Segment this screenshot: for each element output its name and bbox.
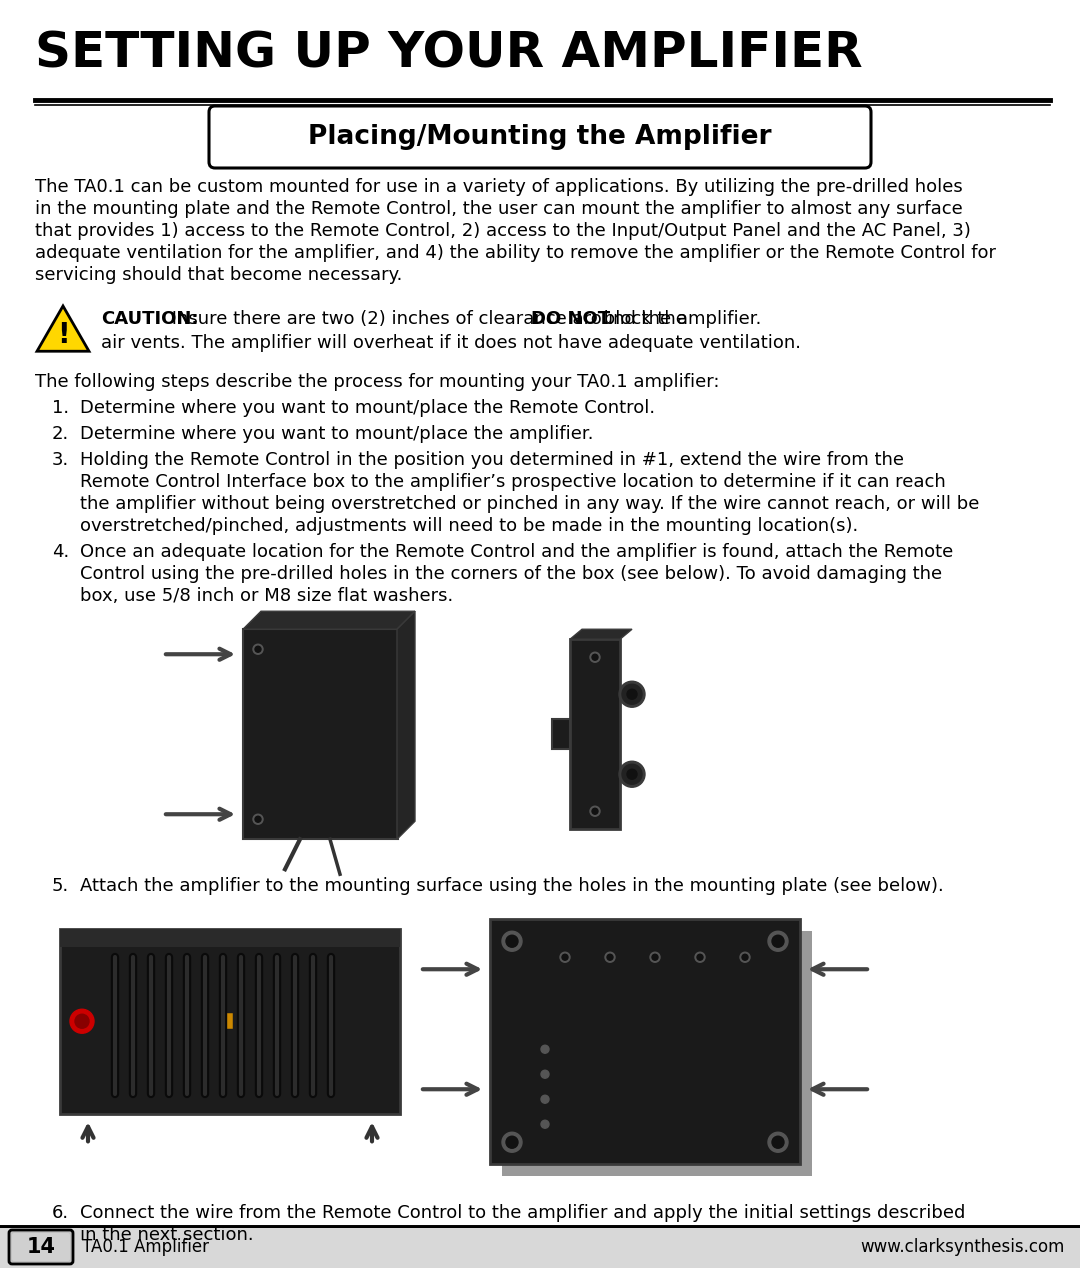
Text: adequate ventilation for the amplifier, and 4) the ability to remove the amplifi: adequate ventilation for the amplifier, …: [35, 243, 996, 262]
Circle shape: [696, 952, 705, 962]
Circle shape: [772, 1136, 784, 1149]
Text: Insure there are two (2) inches of clearance around the amplifier.: Insure there are two (2) inches of clear…: [166, 309, 767, 328]
Circle shape: [607, 955, 613, 960]
Circle shape: [502, 931, 522, 951]
Text: box, use 5/8 inch or M8 size flat washers.: box, use 5/8 inch or M8 size flat washer…: [80, 587, 454, 605]
Text: Control using the pre-drilled holes in the corners of the box (see below). To av: Control using the pre-drilled holes in t…: [80, 566, 942, 583]
Text: overstretched/pinched, adjustments will need to be made in the mounting location: overstretched/pinched, adjustments will …: [80, 517, 859, 535]
Text: servicing should that become necessary.: servicing should that become necessary.: [35, 266, 403, 284]
FancyBboxPatch shape: [210, 107, 870, 167]
Circle shape: [742, 955, 748, 960]
Circle shape: [652, 955, 658, 960]
Text: 1.: 1.: [52, 399, 69, 417]
FancyBboxPatch shape: [60, 929, 400, 1115]
FancyBboxPatch shape: [9, 1230, 73, 1264]
Circle shape: [772, 936, 784, 947]
Circle shape: [592, 654, 598, 661]
Text: The following steps describe the process for mounting your TA0.1 amplifier:: The following steps describe the process…: [35, 373, 719, 392]
Circle shape: [740, 952, 750, 962]
FancyBboxPatch shape: [243, 629, 399, 839]
Circle shape: [627, 690, 637, 699]
Circle shape: [622, 685, 642, 704]
FancyBboxPatch shape: [0, 1227, 1080, 1268]
Text: SETTING UP YOUR AMPLIFIER: SETTING UP YOUR AMPLIFIER: [35, 30, 863, 79]
Circle shape: [619, 681, 645, 708]
Circle shape: [253, 644, 264, 654]
Text: DO NOT: DO NOT: [531, 309, 610, 328]
Text: 6.: 6.: [52, 1205, 69, 1222]
Text: in the mounting plate and the Remote Control, the user can mount the amplifier t: in the mounting plate and the Remote Con…: [35, 200, 962, 218]
FancyBboxPatch shape: [570, 639, 620, 829]
Circle shape: [507, 936, 518, 947]
Polygon shape: [243, 611, 415, 629]
FancyBboxPatch shape: [502, 931, 812, 1177]
Circle shape: [619, 761, 645, 787]
Polygon shape: [397, 611, 415, 839]
Circle shape: [627, 770, 637, 780]
Circle shape: [605, 952, 615, 962]
Text: Remote Control Interface box to the amplifier’s prospective location to determin: Remote Control Interface box to the ampl…: [80, 473, 946, 491]
Circle shape: [541, 1045, 549, 1054]
Text: CAUTION:: CAUTION:: [102, 309, 199, 328]
Text: Placing/Mounting the Amplifier: Placing/Mounting the Amplifier: [308, 124, 772, 150]
Circle shape: [255, 817, 261, 822]
Text: The TA0.1 can be custom mounted for use in a variety of applications. By utilizi: The TA0.1 can be custom mounted for use …: [35, 178, 962, 197]
Text: TA0.1 Amplifier: TA0.1 Amplifier: [82, 1238, 210, 1257]
Circle shape: [507, 1136, 518, 1149]
Circle shape: [592, 808, 598, 814]
Text: that provides 1) access to the Remote Control, 2) access to the Input/Output Pan: that provides 1) access to the Remote Co…: [35, 222, 971, 240]
Circle shape: [502, 1132, 522, 1153]
Circle shape: [562, 955, 568, 960]
Text: Holding the Remote Control in the position you determined in #1, extend the wire: Holding the Remote Control in the positi…: [80, 451, 904, 469]
Text: Once an adequate location for the Remote Control and the amplifier is found, att: Once an adequate location for the Remote…: [80, 543, 954, 562]
Text: !: !: [56, 321, 69, 350]
Text: the amplifier without being overstretched or pinched in any way. If the wire can: the amplifier without being overstretche…: [80, 496, 980, 514]
Circle shape: [768, 931, 788, 951]
FancyBboxPatch shape: [12, 1232, 70, 1260]
Text: 14: 14: [27, 1238, 55, 1257]
FancyBboxPatch shape: [490, 919, 800, 1164]
Circle shape: [541, 1070, 549, 1078]
Circle shape: [650, 952, 660, 962]
Text: Attach the amplifier to the mounting surface using the holes in the mounting pla: Attach the amplifier to the mounting sur…: [80, 877, 944, 895]
Polygon shape: [37, 306, 89, 351]
Circle shape: [70, 1009, 94, 1033]
Circle shape: [75, 1014, 89, 1028]
Circle shape: [541, 1096, 549, 1103]
FancyBboxPatch shape: [552, 719, 570, 749]
Circle shape: [561, 952, 570, 962]
Polygon shape: [570, 629, 632, 639]
Circle shape: [622, 765, 642, 784]
Circle shape: [253, 814, 264, 824]
FancyBboxPatch shape: [60, 929, 400, 947]
Circle shape: [255, 647, 261, 652]
Circle shape: [768, 1132, 788, 1153]
Text: block the: block the: [598, 309, 687, 328]
Text: www.clarksynthesis.com: www.clarksynthesis.com: [861, 1238, 1065, 1257]
Text: 2.: 2.: [52, 425, 69, 444]
Text: Determine where you want to mount/place the amplifier.: Determine where you want to mount/place …: [80, 425, 594, 444]
Text: Connect the wire from the Remote Control to the amplifier and apply the initial : Connect the wire from the Remote Control…: [80, 1205, 966, 1222]
Circle shape: [541, 1120, 549, 1129]
Circle shape: [590, 652, 600, 662]
Text: air vents. The amplifier will overheat if it does not have adequate ventilation.: air vents. The amplifier will overheat i…: [102, 333, 801, 353]
Text: in the next section.: in the next section.: [80, 1226, 254, 1244]
Text: 4.: 4.: [52, 543, 69, 562]
Circle shape: [590, 806, 600, 817]
Text: 3.: 3.: [52, 451, 69, 469]
Circle shape: [697, 955, 703, 960]
Text: Determine where you want to mount/place the Remote Control.: Determine where you want to mount/place …: [80, 399, 656, 417]
Text: 5.: 5.: [52, 877, 69, 895]
